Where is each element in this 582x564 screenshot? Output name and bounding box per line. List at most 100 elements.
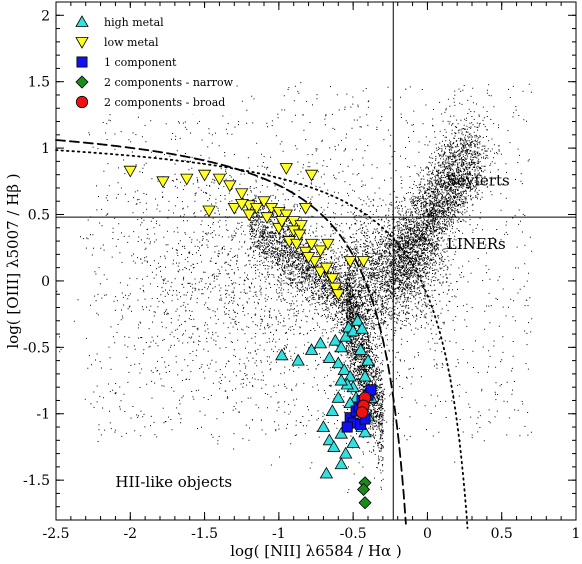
data-point [358,496,372,510]
x-tick-label: -1 [272,526,286,542]
data-point [365,384,377,396]
data-point [322,351,337,363]
y-axis-title: log( [OIII] λ5007 / Hβ ) [4,173,22,348]
data-point [313,336,328,349]
x-tick-label: -2.5 [43,526,70,542]
data-point [346,436,360,448]
data-point [355,321,369,334]
legend-label: 2 components - broad [104,96,225,109]
data-point [356,482,371,497]
legend-box [66,8,236,114]
data-point [298,202,313,215]
legend-label: high metal [104,16,164,29]
data-point [334,426,348,439]
series-2-components-broad [355,391,372,419]
data-point [361,353,375,366]
data-point [341,421,353,433]
y-tick-label: 1 [41,141,50,157]
legend-marker [75,95,89,109]
data-point [223,180,237,193]
data-point [334,373,348,386]
demarcation-curves [55,139,469,529]
data-point [321,238,335,251]
data-point [123,165,137,178]
data-point [212,173,227,186]
legend-marker [76,56,88,68]
data-point [279,163,293,175]
data-point [337,363,351,375]
y-tick-label: 0 [41,274,50,290]
data-point [197,169,212,182]
legend-label: 2 components - narrow [104,76,234,89]
data-point [334,340,348,353]
series-2-components-narrow [356,476,372,510]
data-point [313,245,328,258]
data-point [316,420,331,432]
data-point [327,440,341,452]
x-tick-label: -0.5 [340,526,367,542]
data-point [202,205,216,218]
data-point [334,457,348,470]
data-point [279,209,293,222]
data-point [249,202,264,215]
x-tick-label: -1.5 [191,526,218,542]
legend-marker [75,15,89,27]
data-point [350,313,365,326]
data-point [301,252,316,264]
data-point [331,390,345,403]
series-low-metal [123,163,371,302]
data-point [304,343,319,355]
x-tick-label: 1 [572,526,581,542]
data-point [235,188,249,201]
y-tick-label: -1 [36,407,50,423]
legend-label: 1 component [104,56,177,69]
y-tick-label: 0.5 [28,208,50,224]
tick-labels: -2.5 -2 -1.5 -1 -0.5 0 0.5 1 -1.5 -1 -0.5 0 0.5 1 1.5 2 [23,8,580,542]
data-point [358,425,372,438]
region-label: Seyferts [447,171,510,189]
data-point [325,273,340,286]
data-point [313,266,328,279]
plot-frame [55,1,577,521]
x-tick-label: 0 [423,526,432,542]
x-tick-label: -2 [123,526,137,542]
data-point [355,406,369,419]
data-point [356,256,371,268]
data-point [353,343,368,355]
data-point [291,353,305,366]
legend: high metal low metal 1 component 2 componen… [66,8,236,114]
data-point [304,238,319,251]
y-tick-label: -0.5 [23,340,50,356]
region-label: HII-like objects [115,473,232,491]
data-point [307,256,322,268]
data-point [156,176,170,189]
data-point [180,173,194,186]
data-point [328,282,343,295]
legend-label: low metal [104,36,159,49]
data-point [260,212,274,224]
data-point [319,466,334,479]
y-tick-label: -1.5 [23,473,50,489]
data-point [339,446,353,459]
data-point [289,238,304,251]
data-point [325,404,340,416]
axis-ticks [55,1,577,520]
legend-marker [75,75,89,89]
y-tick-label: 2 [41,8,50,24]
data-point [328,333,343,346]
region-annotations: Seyferts LINERs HII-like objects [115,171,509,491]
data-point [358,369,372,382]
data-point [343,396,357,409]
x-tick-label: 0.5 [491,526,513,542]
data-point [331,289,345,302]
data-point [242,209,256,222]
background-points-path [56,81,533,494]
data-point [322,433,337,446]
reference-lines [56,2,576,520]
data-point [275,348,289,361]
region-label: LINERs [447,235,506,253]
data-point [319,262,334,275]
data-point [275,216,289,228]
data-point [343,256,357,268]
